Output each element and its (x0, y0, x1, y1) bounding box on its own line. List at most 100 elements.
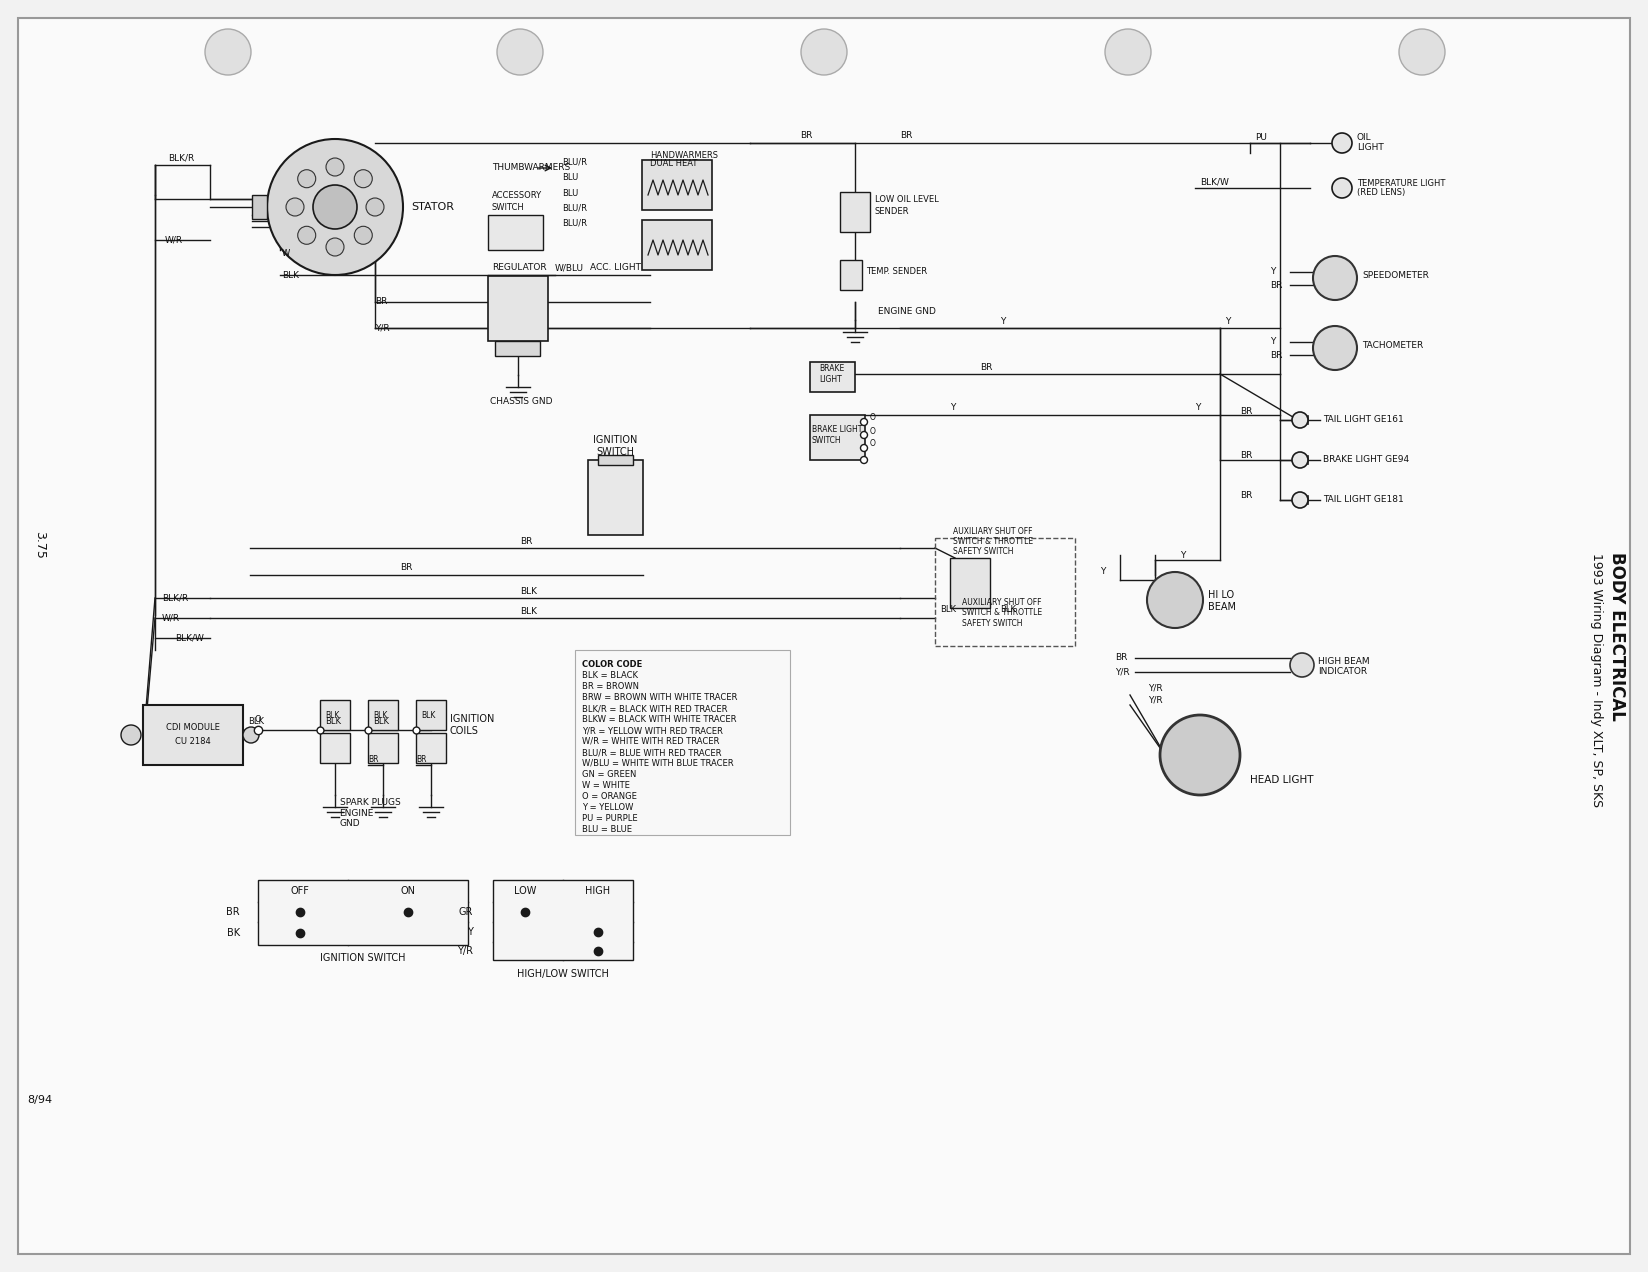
Circle shape (1292, 452, 1309, 468)
Bar (252, 195, 267, 219)
Text: BR: BR (1116, 654, 1127, 663)
Text: SWITCH: SWITCH (597, 446, 634, 457)
Bar (143, 705, 242, 764)
Text: LOW: LOW (514, 887, 536, 895)
Bar (320, 733, 349, 763)
Text: Y: Y (949, 403, 956, 412)
Text: Y: Y (466, 927, 473, 937)
Text: HIGH: HIGH (585, 887, 610, 895)
Text: HANDWARMERS: HANDWARMERS (649, 150, 719, 159)
Circle shape (1313, 326, 1356, 370)
Text: HIGH BEAM: HIGH BEAM (1318, 656, 1369, 665)
Circle shape (1313, 256, 1356, 300)
Text: BR: BR (799, 131, 812, 140)
Bar (643, 220, 712, 270)
Text: CU 2184: CU 2184 (175, 736, 211, 745)
Text: W: W (282, 248, 290, 257)
Text: TAIL LIGHT GE161: TAIL LIGHT GE161 (1323, 416, 1404, 425)
Text: BLK: BLK (420, 711, 435, 720)
Bar (588, 460, 643, 536)
Bar (949, 558, 990, 608)
Text: BRW = BROWN WITH WHITE TRACER: BRW = BROWN WITH WHITE TRACER (582, 693, 737, 702)
Circle shape (860, 457, 867, 463)
Text: BLK: BLK (282, 271, 298, 280)
Text: OIL: OIL (1356, 134, 1371, 142)
Circle shape (801, 29, 847, 75)
Text: BLU/R: BLU/R (562, 158, 587, 167)
Text: W/R = WHITE WITH RED TRACER: W/R = WHITE WITH RED TRACER (582, 736, 720, 745)
Text: O = ORANGE: O = ORANGE (582, 792, 636, 801)
Bar (598, 455, 633, 466)
Text: BR: BR (376, 298, 387, 307)
Text: 1993 Wiring Diagram - Indy XLT, SP, SKS: 1993 Wiring Diagram - Indy XLT, SP, SKS (1590, 553, 1604, 806)
Circle shape (1332, 178, 1351, 198)
Text: Y: Y (1180, 551, 1185, 560)
Circle shape (1290, 653, 1313, 677)
Text: Y/R: Y/R (376, 323, 389, 332)
Circle shape (204, 29, 250, 75)
Text: GR: GR (458, 907, 473, 917)
Text: BLU/R = BLUE WITH RED TRACER: BLU/R = BLUE WITH RED TRACER (582, 748, 722, 757)
Text: INDICATOR: INDICATOR (1318, 667, 1368, 675)
Text: BLK/R: BLK/R (162, 594, 188, 603)
Text: Y/R: Y/R (1149, 683, 1162, 692)
Text: BLK: BLK (521, 607, 537, 616)
Text: Y/R: Y/R (1149, 696, 1162, 705)
Text: W/BLU: W/BLU (555, 263, 583, 272)
Text: BK: BK (227, 929, 241, 937)
Text: THUMBWARMERS: THUMBWARMERS (493, 164, 570, 173)
Text: BLK: BLK (325, 716, 341, 725)
Text: AUXILIARY SHUT OFF: AUXILIARY SHUT OFF (953, 528, 1033, 537)
Text: IGNITION SWITCH: IGNITION SWITCH (320, 953, 405, 963)
Text: Y: Y (1271, 267, 1276, 276)
Text: SPEEDOMETER: SPEEDOMETER (1361, 271, 1429, 280)
Text: HI LO: HI LO (1208, 590, 1234, 600)
Bar (840, 192, 870, 232)
Text: BLK: BLK (372, 711, 387, 720)
Text: BRAKE LIGHT
SWITCH: BRAKE LIGHT SWITCH (812, 425, 862, 445)
Text: TEMPERATURE LIGHT: TEMPERATURE LIGHT (1356, 178, 1445, 187)
Text: ENGINE GND: ENGINE GND (878, 308, 936, 317)
Text: SWITCH: SWITCH (493, 204, 524, 212)
Text: BRAKE LIGHT GE94: BRAKE LIGHT GE94 (1323, 455, 1409, 464)
Bar (320, 700, 349, 730)
Text: TACHOMETER: TACHOMETER (1361, 341, 1424, 350)
Text: ACC. LIGHT: ACC. LIGHT (590, 263, 641, 272)
Text: BR: BR (368, 756, 379, 764)
Circle shape (120, 725, 142, 745)
Text: HEAD LIGHT: HEAD LIGHT (1249, 775, 1313, 785)
Text: DUAL HEAT: DUAL HEAT (649, 159, 697, 168)
Text: BLK/R = BLACK WITH RED TRACER: BLK/R = BLACK WITH RED TRACER (582, 703, 727, 714)
Text: BR: BR (400, 563, 412, 572)
Text: BLU: BLU (562, 173, 578, 182)
Circle shape (354, 169, 372, 188)
Text: BLK/W: BLK/W (175, 633, 204, 642)
Text: TAIL LIGHT GE181: TAIL LIGHT GE181 (1323, 496, 1404, 505)
Bar (811, 363, 855, 392)
Text: W/BLU = WHITE WITH BLUE TRACER: W/BLU = WHITE WITH BLUE TRACER (582, 759, 733, 768)
Text: BLK = BLACK: BLK = BLACK (582, 672, 638, 681)
Circle shape (1399, 29, 1445, 75)
Circle shape (1292, 492, 1309, 508)
Text: BR: BR (415, 756, 427, 764)
Text: REGULATOR: REGULATOR (493, 263, 547, 272)
Bar (415, 700, 447, 730)
Circle shape (242, 728, 259, 743)
Text: LOW OIL LEVEL: LOW OIL LEVEL (875, 196, 939, 205)
Circle shape (298, 226, 316, 244)
Text: BR = BROWN: BR = BROWN (582, 682, 639, 691)
Circle shape (326, 238, 344, 256)
Text: SENDER: SENDER (875, 207, 910, 216)
Text: COLOR CODE: COLOR CODE (582, 660, 643, 669)
Text: Y: Y (1195, 403, 1200, 412)
Text: PU = PURPLE: PU = PURPLE (582, 814, 638, 823)
Text: O: O (255, 715, 262, 725)
Text: BR: BR (226, 907, 241, 917)
Text: LIGHT: LIGHT (1356, 144, 1384, 153)
Circle shape (287, 198, 303, 216)
Text: BLK/W: BLK/W (1200, 178, 1229, 187)
Bar (415, 733, 447, 763)
Text: BR: BR (521, 537, 532, 546)
Text: BLU = BLUE: BLU = BLUE (582, 826, 631, 834)
Bar (643, 160, 712, 210)
